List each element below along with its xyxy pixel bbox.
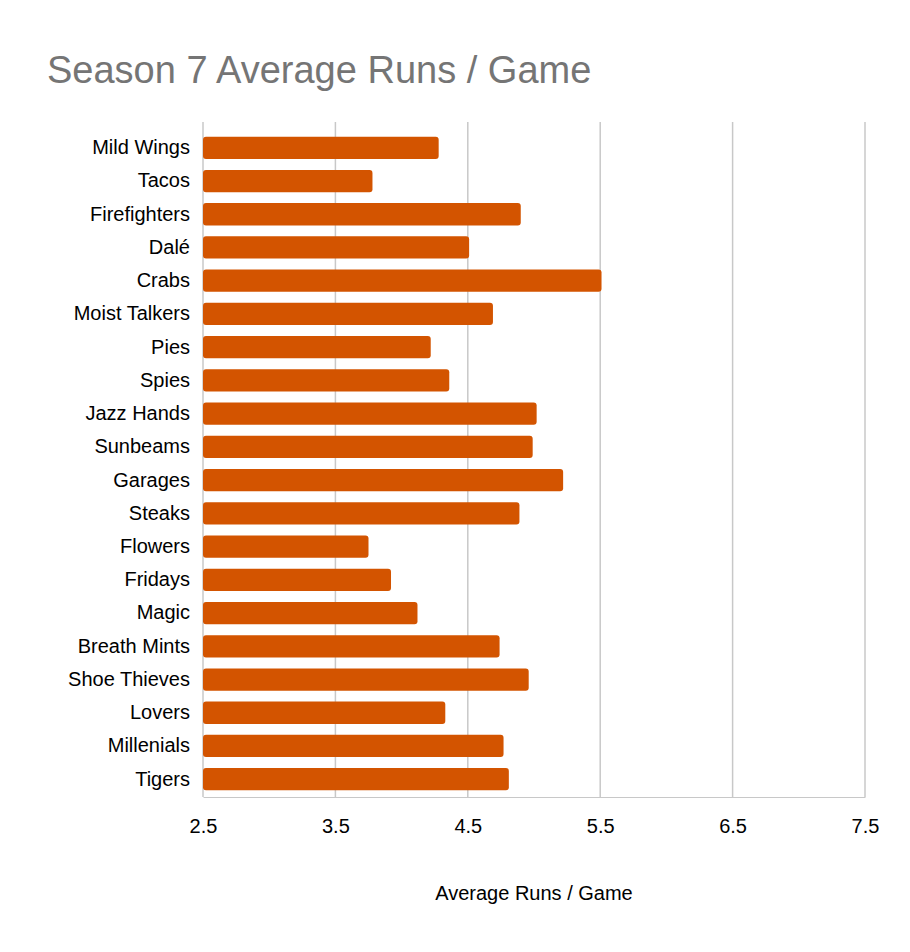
y-tick: Shoe Thieves: [68, 668, 203, 690]
x-tick-label: 7.5: [852, 815, 880, 837]
grid-line: [864, 122, 866, 797]
x-axis-title: Average Runs / Game: [435, 882, 633, 904]
bar: [203, 270, 602, 292]
bar: [203, 702, 445, 724]
y-tick-label: Magic: [137, 601, 190, 623]
y-tick-label: Lovers: [130, 701, 190, 723]
bar: [203, 735, 504, 757]
x-tick: 2.5: [190, 797, 218, 837]
y-tick: Lovers: [130, 701, 203, 723]
x-axis: 2.5 3.5 4.5 5.5 6.5 7.5: [190, 797, 880, 837]
y-tick: Fridays: [124, 568, 203, 590]
bar: [203, 668, 529, 690]
bar: [203, 170, 372, 192]
y-tick: Mild Wings: [92, 136, 203, 158]
y-tick-label: Firefighters: [90, 203, 190, 225]
y-tick: Moist Talkers: [74, 302, 203, 324]
y-tick: Flowers: [120, 535, 203, 557]
bar: [203, 502, 519, 524]
y-tick-label: Tigers: [135, 768, 190, 790]
y-tick: Breath Mints: [78, 635, 203, 657]
chart: 2.5 3.5 4.5 5.5 6.5 7.5 Mild Wings Tacos Firefig…: [0, 0, 910, 952]
y-tick-label: Sunbeams: [94, 435, 190, 457]
x-tick: 7.5: [852, 797, 880, 837]
bar: [203, 436, 533, 458]
y-tick-label: Fridays: [124, 568, 190, 590]
bar: [203, 369, 449, 391]
x-tick: 5.5: [587, 797, 615, 837]
title: Season 7 Average Runs / Game: [47, 49, 591, 91]
x-tick: 6.5: [719, 797, 747, 837]
y-tick-label: Garages: [113, 469, 190, 491]
bar: [203, 336, 431, 358]
x-tick-label: 4.5: [454, 815, 482, 837]
y-tick: Jazz Hands: [86, 402, 204, 424]
bar: [203, 602, 417, 624]
bar: [203, 469, 563, 491]
y-tick-label: Dalé: [149, 236, 190, 258]
y-tick: Tacos: [138, 169, 203, 191]
y-tick-label: Spies: [140, 369, 190, 391]
y-tick: Firefighters: [90, 203, 203, 225]
y-tick: Crabs: [137, 269, 203, 291]
x-tick-label: 5.5: [587, 815, 615, 837]
bar: [203, 569, 391, 591]
y-tick-label: Tacos: [138, 169, 190, 191]
y-tick: Spies: [140, 369, 203, 391]
x-tick: 3.5: [322, 797, 350, 837]
grid-line: [599, 122, 601, 797]
bar: [203, 768, 509, 790]
y-tick-label: Flowers: [120, 535, 190, 557]
bar: [203, 303, 493, 325]
bar: [203, 137, 439, 159]
grid-line: [732, 122, 734, 797]
y-tick: Tigers: [135, 768, 203, 790]
y-tick-label: Pies: [151, 336, 190, 358]
x-tick-label: 6.5: [719, 815, 747, 837]
x-tick-label: 3.5: [322, 815, 350, 837]
y-tick: Steaks: [129, 502, 203, 524]
y-axis: Mild Wings Tacos Firefighters Dalé Crabs Mois…: [68, 136, 203, 789]
x-tick: 4.5: [454, 797, 482, 837]
y-tick-label: Crabs: [137, 269, 190, 291]
bar: [203, 403, 537, 425]
y-tick-label: Steaks: [129, 502, 190, 524]
y-tick: Sunbeams: [94, 435, 203, 457]
x-tick-label: 2.5: [190, 815, 218, 837]
bar: [203, 236, 469, 258]
x-axis-line: [204, 797, 866, 798]
y-tick-label: Breath Mints: [78, 635, 190, 657]
y-tick: Dalé: [149, 236, 203, 258]
bar: [203, 535, 369, 557]
y-tick-label: Shoe Thieves: [68, 668, 190, 690]
y-tick: Millenials: [108, 734, 203, 756]
y-tick-label: Mild Wings: [92, 136, 190, 158]
bars: [203, 137, 602, 791]
y-tick-label: Jazz Hands: [86, 402, 191, 424]
y-tick: Magic: [137, 601, 203, 623]
bar: [203, 635, 500, 657]
bar: [203, 203, 521, 225]
grid: [203, 122, 865, 797]
y-tick: Pies: [151, 336, 203, 358]
y-tick: Garages: [113, 469, 203, 491]
y-tick-label: Moist Talkers: [74, 302, 190, 324]
y-tick-label: Millenials: [108, 734, 190, 756]
